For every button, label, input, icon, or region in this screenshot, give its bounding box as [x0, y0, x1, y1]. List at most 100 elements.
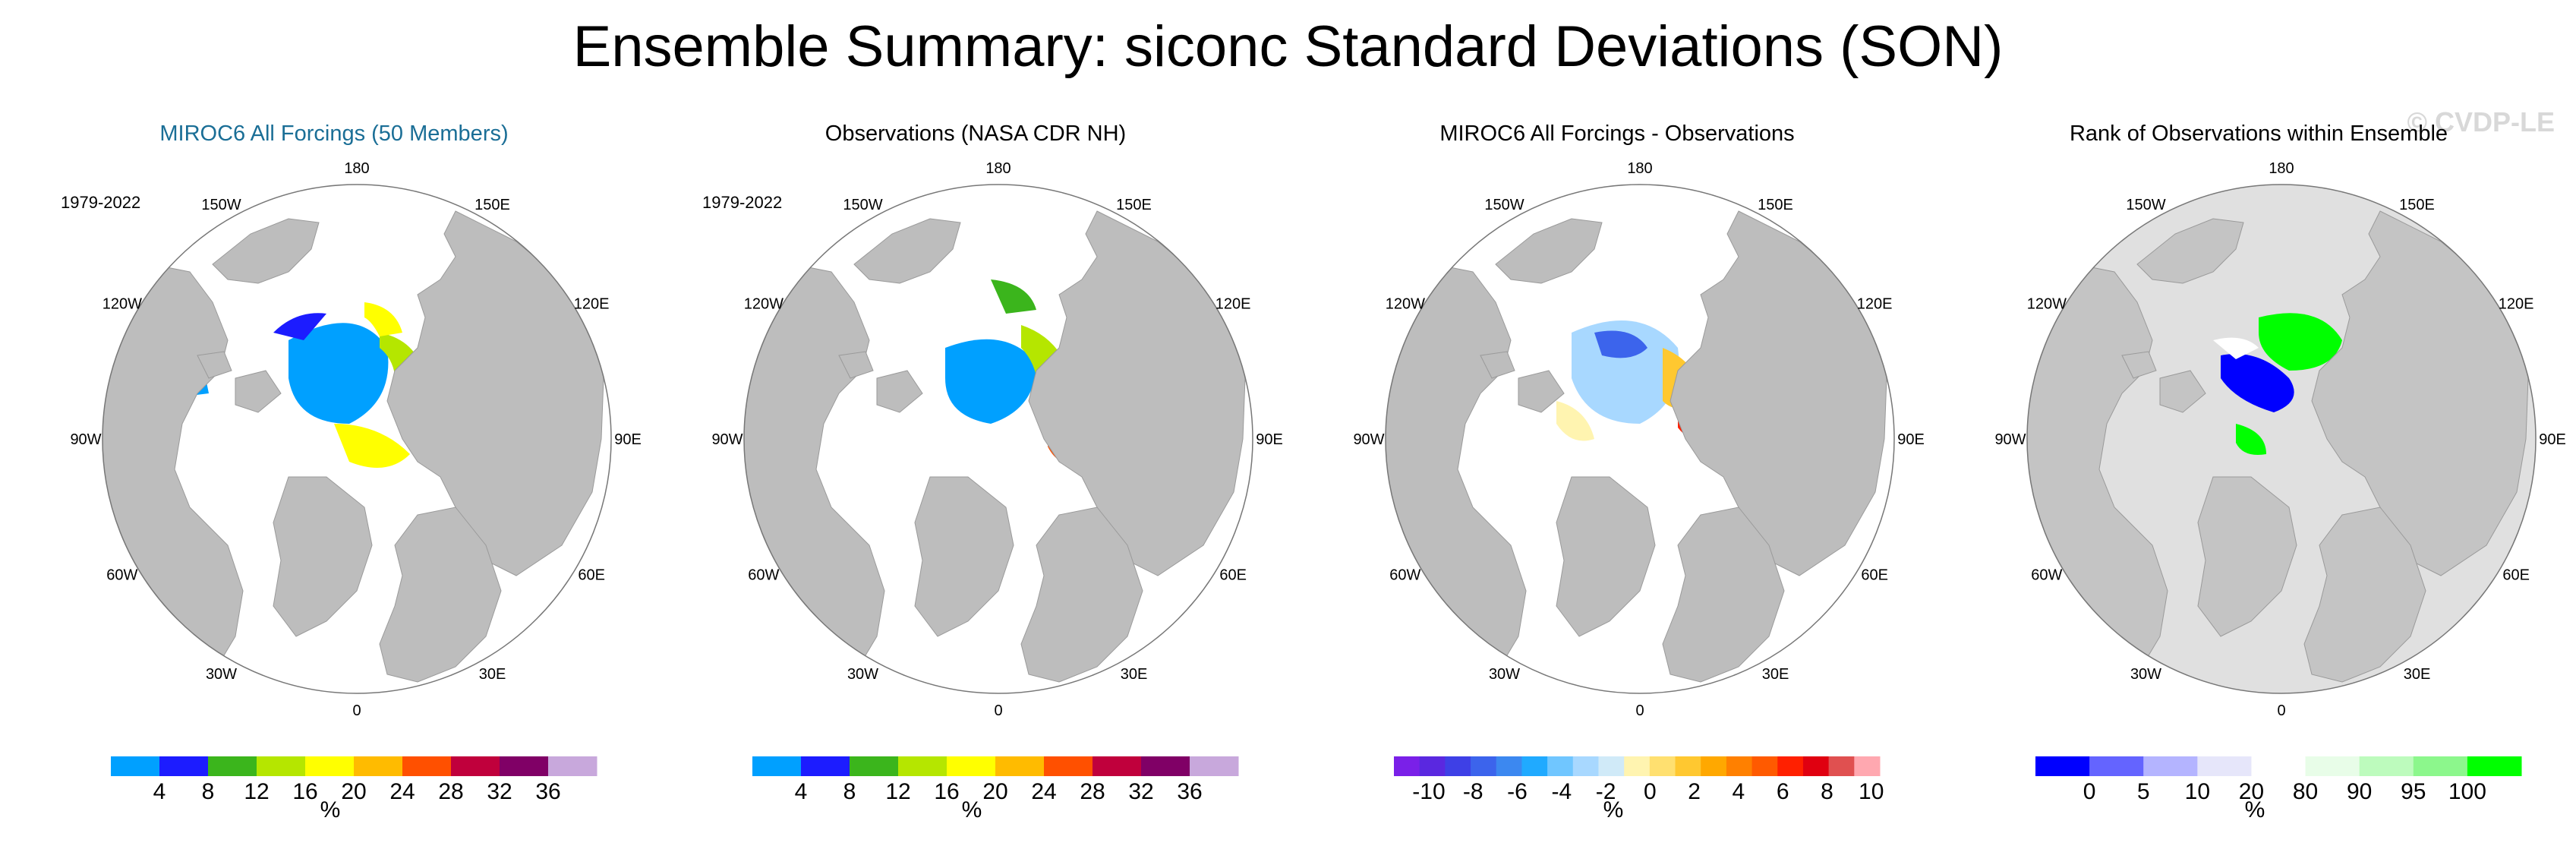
longitude-label: 120E [574, 296, 610, 313]
longitude-label: 30W [206, 666, 237, 683]
colorbar-tick-label: 32 [487, 779, 512, 804]
colorbar-swatch [2035, 756, 2090, 776]
colorbar-tick-label: 8 [201, 779, 215, 804]
land-mass [838, 351, 874, 379]
colorbar-swatch [1044, 756, 1093, 776]
colorbar-tick-label: 28 [1080, 779, 1105, 804]
longitude-label: 0 [1635, 702, 1644, 719]
colorbar-swatch [1547, 756, 1574, 776]
colorbar-swatch [1190, 756, 1239, 776]
colorbar-tick-label: 8 [843, 779, 856, 804]
colorbar-tick-label: 16 [934, 779, 960, 804]
map-content [2027, 210, 2529, 683]
colorbar-tick-label: 32 [1128, 779, 1154, 804]
land-mass [2159, 370, 2206, 413]
colorbar-swatch [898, 756, 947, 776]
land-mass [197, 351, 232, 379]
colorbar-swatch [2143, 756, 2198, 776]
longitude-label: 30W [2130, 666, 2161, 683]
land-mass [853, 218, 961, 284]
longitude-label: 120W [1386, 296, 1425, 313]
colorbar-swatch [1572, 756, 1599, 776]
data-field [991, 279, 1036, 314]
colorbar-units: % [320, 797, 341, 822]
colorbar-tick-label: 12 [244, 779, 270, 804]
colorbar-swatch [111, 756, 160, 776]
data-field [2259, 313, 2342, 371]
colorbar-tick-label: 20 [982, 779, 1008, 804]
colorbar-swatch [208, 756, 257, 776]
longitude-label: 30E [1121, 666, 1148, 683]
longitude-label: 150E [1758, 197, 1793, 213]
panel-observations: Observations (NASA CDR NH) 1979-2022 180… [664, 114, 1287, 843]
colorbar-tick-label: 90 [2346, 779, 2373, 804]
colorbar-tick-label: 6 [1776, 779, 1789, 804]
colorbar-swatch [1701, 756, 1727, 776]
longitude-label: 150E [475, 197, 510, 213]
longitude-label: 0 [352, 702, 361, 719]
colorbar-tick-label: 0 [2083, 779, 2096, 804]
longitude-label: 60W [748, 567, 779, 584]
watermark: © CVDP-LE [2407, 106, 2555, 137]
longitude-label: 30E [2404, 666, 2431, 683]
colorbar-units: % [2244, 797, 2265, 822]
map-border [1385, 184, 1895, 694]
land-mass [1518, 370, 1565, 413]
longitude-label: 30W [1489, 666, 1520, 683]
land-mass [1662, 507, 1785, 683]
panel-title: MIROC6 All Forcings (50 Members) [159, 122, 509, 146]
colorbar-tick-label: -4 [1551, 779, 1572, 804]
colorbar-swatch [1394, 756, 1420, 776]
data-field [2221, 354, 2294, 412]
longitude-label: 60E [578, 567, 605, 584]
land-mass [235, 370, 282, 413]
colorbar-units: % [1603, 797, 1624, 822]
longitude-label: 150W [201, 197, 241, 213]
figure-title: Ensemble Summary: siconc Standard Deviat… [572, 14, 2004, 79]
colorbar-swatch [1496, 756, 1522, 776]
longitude-label: 60W [2031, 567, 2062, 584]
longitude-label: 120E [1215, 296, 1251, 313]
longitude-label: 0 [2277, 702, 2285, 719]
longitude-label: 180 [344, 160, 369, 177]
data-field [1556, 401, 1594, 441]
colorbar-tick-label: -10 [1412, 779, 1446, 804]
land-mass [1495, 218, 1603, 284]
panel-model: MIROC6 All Forcings (50 Members) 1979-20… [23, 114, 645, 843]
colorbar-swatch [1093, 756, 1142, 776]
longitude-label: 120W [102, 296, 142, 313]
colorbar-tick-label: 100 [2448, 779, 2486, 804]
longitude-label: 90E [614, 431, 642, 448]
colorbar-tick-label: 4 [153, 779, 166, 804]
land-mass [1020, 507, 1143, 683]
panel-title: MIROC6 All Forcings - Observations [1439, 122, 1795, 146]
longitude-label: 90E [2539, 431, 2566, 448]
polar-map: 180 150E 120E 90E 60E 30E 0 30W 60W 90W 120W 150W [70, 160, 642, 719]
colorbar-swatch [305, 756, 355, 776]
colorbar-swatch [1624, 756, 1651, 776]
data-field [2213, 337, 2259, 359]
longitude-label: 150E [2399, 197, 2435, 213]
colorbar-tick-label: 24 [1031, 779, 1057, 804]
colorbar-swatch [1751, 756, 1778, 776]
land-mass [2136, 218, 2244, 284]
longitude-label: 150W [843, 197, 882, 213]
period-label: 1979-2022 [61, 193, 141, 212]
colorbar-swatch [159, 756, 209, 776]
colorbar-tick-label: 36 [535, 779, 561, 804]
longitude-label: 180 [985, 160, 1011, 177]
longitude-label: 60E [1219, 567, 1247, 584]
colorbar-swatch [1141, 756, 1190, 776]
colorbar-swatch [2467, 756, 2522, 776]
colorbar-tick-label: 8 [1821, 779, 1833, 804]
longitude-label: 60E [1861, 567, 1888, 584]
longitude-label: 90W [1353, 431, 1384, 448]
longitude-label: 120W [2027, 296, 2067, 313]
colorbar-swatch [500, 756, 549, 776]
map-border [743, 184, 1253, 694]
longitude-label: 150E [1116, 197, 1152, 213]
data-field [2236, 424, 2266, 455]
colorbar-tick-label: -6 [1507, 779, 1528, 804]
colorbar-swatch [402, 756, 452, 776]
colorbar-tick-label: 10 [1859, 779, 1884, 804]
